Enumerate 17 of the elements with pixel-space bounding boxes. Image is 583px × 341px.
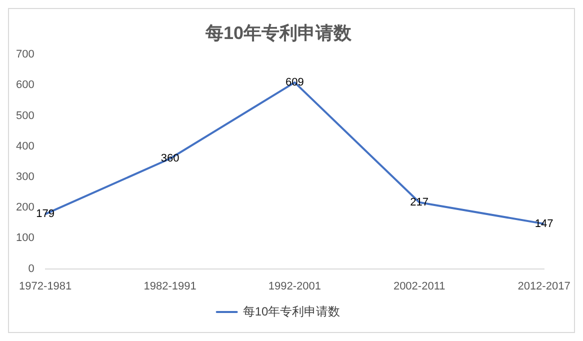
data-label: 147 [534,218,554,230]
y-tick-label: 500 [16,110,34,122]
x-tick-label: 2002-2011 [393,280,446,292]
y-tick-label: 400 [16,140,34,152]
y-tick-label: 0 [28,262,34,275]
legend-label: 每10年专利申请数 [242,304,340,318]
y-tick-label: 700 [16,48,34,61]
x-tick-label: 1992-2001 [268,280,321,292]
y-tick-label: 200 [16,202,34,214]
y-tick-label: 300 [16,171,34,184]
x-tick-label: 1982-1991 [144,280,196,292]
y-tick-label: 100 [16,232,34,244]
y-tick-label: 600 [16,79,34,92]
x-tick-label: 1972-1981 [19,280,72,292]
x-tick-label: 2012-2017 [518,280,570,292]
data-label: 179 [36,208,55,220]
chart-title: 每10年专利申请数 [204,22,353,43]
